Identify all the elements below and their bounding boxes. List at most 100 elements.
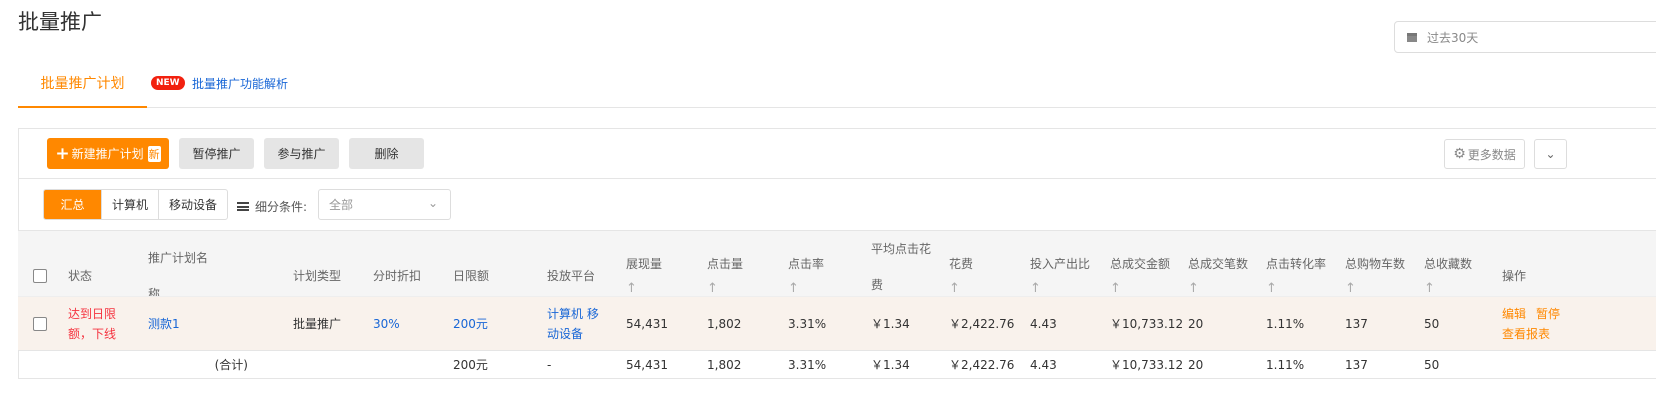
table-cell: 54,431 (626, 316, 668, 331)
daily-limit-link[interactable]: 200元 (453, 316, 488, 331)
total-cell: 137 (1345, 357, 1368, 372)
column-label: 点击量 (707, 257, 744, 271)
column-header[interactable]: 总成交金额 ↑ (1110, 254, 1188, 298)
total-cell: 200元 (453, 357, 488, 372)
sort-arrow-icon[interactable]: ↑ (1345, 281, 1356, 296)
date-range-picker[interactable]: 过去30天 (1394, 21, 1656, 53)
row-checkbox[interactable] (33, 316, 47, 331)
status-cell: 达到日限额，下线 (68, 306, 117, 341)
column-header[interactable]: 点击量 ↑ (707, 254, 788, 298)
plan-name-link[interactable]: 测款1 (148, 316, 180, 331)
column-label: 展现量 (626, 257, 663, 271)
chevron-down-icon[interactable]: ⌄ (1534, 139, 1567, 169)
column-label: 平均点击花费 (871, 242, 932, 292)
column-header[interactable]: 总收藏数 ↑ (1424, 254, 1502, 298)
discount-link[interactable]: 30% (373, 316, 400, 331)
actions-cell: 编辑 暂停查看报表 (1502, 304, 1656, 344)
condition-label-group: 细分条件: (237, 198, 307, 215)
header-checkbox-cell (18, 269, 68, 283)
new-plan-label: 新建推广计划 (71, 147, 144, 161)
column-header[interactable]: 点击率 ↑ (788, 254, 871, 298)
total-label: (合计) (214, 357, 248, 372)
join-button[interactable]: 参与推广 (264, 138, 339, 169)
table-cell: ￥1.34 (871, 316, 910, 331)
table-cell: 批量推广 (293, 316, 342, 331)
condition-select[interactable]: 全部 ⌄ (318, 189, 451, 220)
column-label: 日限额 (453, 269, 490, 283)
date-range-value: 过去30天 (1427, 30, 1479, 45)
column-header: 状态 (68, 266, 148, 286)
total-cell: 4.43 (1030, 357, 1057, 372)
column-label: 花费 (949, 257, 974, 271)
column-label: 总收藏数 (1424, 257, 1473, 271)
page-title: 批量推广 (18, 10, 102, 34)
sort-arrow-icon[interactable]: ↑ (1030, 281, 1041, 296)
delete-button[interactable]: 删除 (349, 138, 424, 169)
sort-arrow-icon[interactable]: ↑ (1110, 281, 1121, 296)
column-header: 计划类型 (293, 266, 373, 286)
column-label: 总成交金额 (1110, 257, 1171, 271)
gear-icon: ⚙ (1453, 146, 1466, 162)
column-label: 操作 (1502, 269, 1527, 283)
table-cell: 1.11% (1266, 316, 1305, 331)
plan-panel: + 新建推广计划 新 暂停推广 参与推广 删除 ⚙ 更多数据 ⌄ 汇总 计算机 … (18, 128, 1656, 379)
total-cell: 54,431 (626, 357, 668, 372)
table-row: 达到日限额，下线 测款1 批量推广 30% 200元 计算机 移动设备 54,431 1,80… (18, 296, 1656, 350)
total-cell: ￥1.34 (871, 357, 910, 372)
platform-segment: 汇总 计算机 移动设备 (43, 189, 229, 220)
column-header[interactable]: 总成交笔数 ↑ (1188, 254, 1266, 298)
platform-link[interactable]: 计算机 移动设备 (547, 306, 599, 341)
column-header: 日限额 (453, 266, 547, 286)
total-cell: ￥10,733.12 (1110, 357, 1184, 372)
more-data-label: 更多数据 (1467, 147, 1516, 162)
table-cell: ￥2,422.76 (949, 316, 1015, 331)
column-label: 总购物车数 (1345, 257, 1406, 271)
condition-label: 细分条件: (255, 200, 308, 214)
table-cell: 50 (1424, 316, 1440, 331)
table-cell: 20 (1188, 316, 1204, 331)
column-label: 投放平台 (547, 269, 596, 283)
sort-arrow-icon[interactable]: ↑ (949, 281, 960, 296)
sort-arrow-icon[interactable]: ↑ (1266, 281, 1277, 296)
view-report-link[interactable]: 查看报表 (1502, 326, 1551, 341)
chevron-down-icon: ⌄ (427, 196, 438, 210)
sort-arrow-icon[interactable]: ↑ (788, 281, 799, 296)
segment-computer[interactable]: 计算机 (101, 190, 158, 219)
table-cell: 4.43 (1030, 316, 1057, 331)
list-icon (237, 202, 249, 211)
new-badge: NEW (151, 76, 185, 90)
column-label: 投入产出比 (1030, 257, 1091, 271)
feature-guide-link[interactable]: 批量推广功能解析 (192, 77, 289, 91)
sort-arrow-icon[interactable]: ↑ (1188, 281, 1199, 296)
more-data-button[interactable]: ⚙ 更多数据 (1444, 139, 1525, 169)
select-all-checkbox[interactable] (33, 269, 47, 283)
sort-arrow-icon[interactable]: ↑ (626, 281, 637, 296)
column-label: 点击率 (788, 257, 825, 271)
pause-button[interactable]: 暂停推广 (179, 138, 254, 169)
filter-bar: 汇总 计算机 移动设备 细分条件: 全部 ⌄ (19, 179, 1656, 230)
tab-batch-plan[interactable]: 批量推广计划 (18, 60, 147, 108)
column-header: 分时折扣 (373, 266, 453, 286)
table-cell: ￥10,733.12 (1110, 316, 1184, 331)
column-header[interactable]: 总购物车数 ↑ (1345, 254, 1424, 298)
sort-arrow-icon[interactable]: ↑ (1424, 281, 1435, 296)
total-cell: 20 (1188, 357, 1204, 372)
column-label: 计划类型 (293, 269, 342, 283)
column-header: 投放平台 (547, 266, 626, 286)
segment-mobile[interactable]: 移动设备 (158, 190, 227, 219)
column-header: 操作 (1502, 266, 1656, 286)
pause-link[interactable]: 暂停 (1536, 306, 1561, 321)
column-header[interactable]: 展现量 ↑ (626, 254, 707, 298)
plus-icon: + (55, 143, 70, 164)
column-header[interactable]: 花费 ↑ (949, 254, 1030, 298)
column-label: 总成交笔数 (1188, 257, 1249, 271)
sort-arrow-icon[interactable]: ↑ (707, 281, 718, 296)
column-header[interactable]: 点击转化率 ↑ (1266, 254, 1345, 298)
tab-bar: 批量推广计划 NEW 批量推广功能解析 (18, 60, 1656, 108)
column-header[interactable]: 投入产出比 ↑ (1030, 254, 1110, 298)
total-cell: - (547, 357, 552, 372)
edit-link[interactable]: 编辑 (1502, 306, 1527, 321)
segment-summary[interactable]: 汇总 (44, 190, 101, 219)
total-cell: 50 (1424, 357, 1440, 372)
new-plan-button[interactable]: + 新建推广计划 新 (47, 138, 169, 169)
